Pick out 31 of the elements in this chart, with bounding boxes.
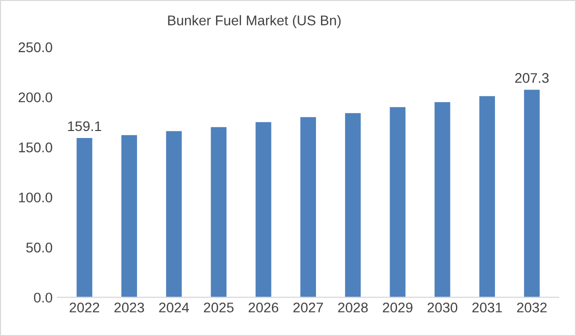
bar <box>166 131 182 298</box>
x-tick-label: 2025 <box>204 302 234 312</box>
bar <box>121 135 138 298</box>
data-label: 159.1 <box>68 121 102 132</box>
bar <box>300 117 316 298</box>
bar <box>434 102 450 298</box>
x-tick-label: 2026 <box>248 302 278 312</box>
x-tick-label: 2024 <box>159 302 189 312</box>
bar <box>210 127 227 298</box>
bar <box>256 122 272 298</box>
x-tick-label: 2022 <box>70 302 100 312</box>
x-tick-label: 2027 <box>293 302 323 312</box>
y-tick-label: 200.0 <box>18 92 52 102</box>
x-tick-label: 2030 <box>428 302 458 312</box>
y-tick-label: 100.0 <box>19 192 52 202</box>
x-tick-label: 2032 <box>517 302 547 312</box>
y-tick-label: 0.0 <box>34 292 52 303</box>
bar <box>524 90 540 298</box>
bar <box>345 113 361 298</box>
x-tick-label: 2023 <box>114 302 144 312</box>
chart-title: Bunker Fuel Market (US Bn) <box>168 15 341 28</box>
bar <box>479 96 495 298</box>
y-tick-label: 50.0 <box>26 242 52 252</box>
bar <box>76 138 92 298</box>
x-tick-label: 2029 <box>382 302 412 312</box>
data-label: 207.3 <box>515 73 549 83</box>
x-tick-label: 2028 <box>338 302 368 312</box>
x-tick-label: 2031 <box>472 302 502 312</box>
y-tick-label: 150.0 <box>19 142 52 152</box>
y-tick-label: 250.0 <box>18 42 52 52</box>
bar <box>390 107 406 298</box>
